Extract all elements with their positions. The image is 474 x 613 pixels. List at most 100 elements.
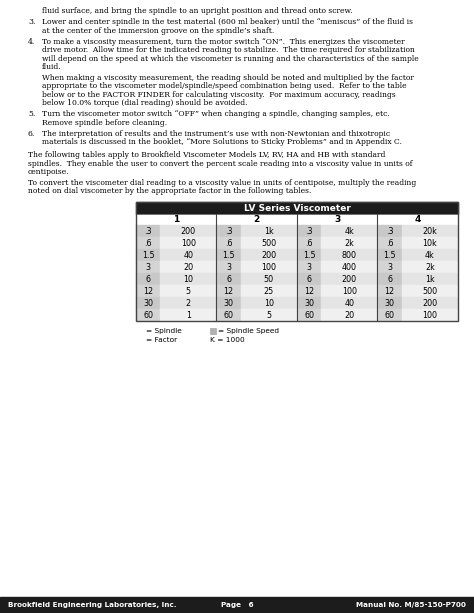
Bar [297, 297, 321, 309]
Text: .6: .6 [144, 238, 152, 248]
Text: = Spindle Speed: = Spindle Speed [218, 328, 279, 334]
Bar [377, 237, 401, 249]
Text: 2k: 2k [345, 238, 354, 248]
Bar [297, 273, 321, 285]
Text: 10: 10 [183, 275, 193, 284]
Text: Remove spindle before cleaning.: Remove spindle before cleaning. [42, 118, 167, 126]
Bar [136, 202, 458, 214]
Bar [401, 297, 458, 309]
Bar [401, 225, 458, 237]
Bar [241, 225, 297, 237]
Text: 10k: 10k [422, 238, 437, 248]
Text: 1: 1 [173, 215, 179, 224]
Text: 3: 3 [146, 262, 151, 272]
Bar [136, 297, 160, 309]
Text: 800: 800 [342, 251, 357, 260]
Bar [136, 237, 160, 249]
Bar [217, 261, 241, 273]
Bar [136, 285, 160, 297]
Text: appropriate to the viscometer model/spindle/speed combination being used.  Refer: appropriate to the viscometer model/spin… [42, 82, 407, 91]
Text: 10: 10 [264, 299, 274, 308]
Bar [401, 249, 458, 261]
Text: 100: 100 [261, 262, 276, 272]
Bar [297, 285, 321, 297]
Text: 6: 6 [146, 275, 151, 284]
Text: 12: 12 [143, 287, 153, 295]
Text: fluid.: fluid. [42, 63, 62, 70]
Text: 50: 50 [264, 275, 274, 284]
Bar [297, 225, 321, 237]
Bar [217, 225, 241, 237]
Bar [217, 249, 241, 261]
Text: LV Series Viscometer: LV Series Viscometer [244, 204, 350, 213]
Text: 4k: 4k [345, 227, 354, 235]
Text: 20: 20 [344, 311, 355, 319]
Bar [401, 285, 458, 297]
Bar [241, 237, 297, 249]
Text: The interpretation of results and the instrument’s use with non-Newtonian and th: The interpretation of results and the in… [42, 130, 390, 138]
Bar [136, 309, 160, 321]
Bar [217, 309, 241, 321]
Bar [241, 273, 297, 285]
Text: will depend on the speed at which the viscometer is running and the characterist: will depend on the speed at which the vi… [42, 55, 419, 63]
Text: 100: 100 [342, 287, 357, 295]
Bar [297, 237, 321, 249]
Bar [297, 261, 321, 273]
Bar [241, 309, 297, 321]
Text: 60: 60 [304, 311, 314, 319]
Bar [160, 237, 217, 249]
Bar [401, 261, 458, 273]
Bar [321, 249, 377, 261]
Text: 3: 3 [226, 262, 231, 272]
Bar [297, 214, 377, 225]
Bar [217, 214, 297, 225]
Text: 500: 500 [422, 287, 438, 295]
Bar [241, 249, 297, 261]
Bar [136, 249, 160, 261]
Text: 3: 3 [387, 262, 392, 272]
Text: Manual No. M/85-150-P700: Manual No. M/85-150-P700 [356, 602, 466, 608]
Text: K = 1000: K = 1000 [210, 337, 245, 343]
Text: To make a viscosity measurement, turn the motor switch “ON”.  This energizes the: To make a viscosity measurement, turn th… [42, 38, 405, 46]
Bar [401, 309, 458, 321]
Bar [160, 249, 217, 261]
Bar [160, 297, 217, 309]
Bar [377, 249, 401, 261]
Text: 200: 200 [342, 275, 357, 284]
Text: below or to the FACTOR FINDER for calculating viscosity.  For maximum accuracy, : below or to the FACTOR FINDER for calcul… [42, 91, 396, 99]
Bar [297, 249, 321, 261]
Text: 1k: 1k [264, 227, 273, 235]
Text: 2: 2 [186, 299, 191, 308]
Bar [377, 214, 458, 225]
Text: 5: 5 [266, 311, 272, 319]
Text: 2: 2 [254, 215, 260, 224]
Text: 3: 3 [307, 262, 311, 272]
Text: 20k: 20k [422, 227, 437, 235]
Bar [401, 273, 458, 285]
Text: drive motor.  Allow time for the indicated reading to stabilize.  The time requi: drive motor. Allow time for the indicate… [42, 47, 415, 55]
Bar [210, 328, 216, 334]
Text: 12: 12 [304, 287, 314, 295]
Text: Brookfield Engineering Laboratories, Inc.: Brookfield Engineering Laboratories, Inc… [8, 602, 176, 608]
Text: 30: 30 [304, 299, 314, 308]
Text: 25: 25 [264, 287, 274, 295]
Bar [377, 225, 401, 237]
Text: 4.: 4. [28, 38, 35, 46]
Bar [160, 285, 217, 297]
Text: .6: .6 [225, 238, 232, 248]
Bar [217, 285, 241, 297]
Text: 1.5: 1.5 [222, 251, 235, 260]
Text: 30: 30 [224, 299, 234, 308]
Text: 60: 60 [224, 311, 234, 319]
Text: 200: 200 [261, 251, 276, 260]
Text: 6: 6 [387, 275, 392, 284]
Text: fluid surface, and bring the spindle to an upright position and thread onto scre: fluid surface, and bring the spindle to … [42, 7, 353, 15]
Text: 60: 60 [384, 311, 394, 319]
Bar [136, 225, 160, 237]
Bar [241, 297, 297, 309]
Bar [217, 297, 241, 309]
Text: 400: 400 [342, 262, 357, 272]
Text: noted on dial viscometer by the appropriate factor in the following tables.: noted on dial viscometer by the appropri… [28, 188, 311, 196]
Bar [138, 328, 144, 334]
Bar [160, 261, 217, 273]
